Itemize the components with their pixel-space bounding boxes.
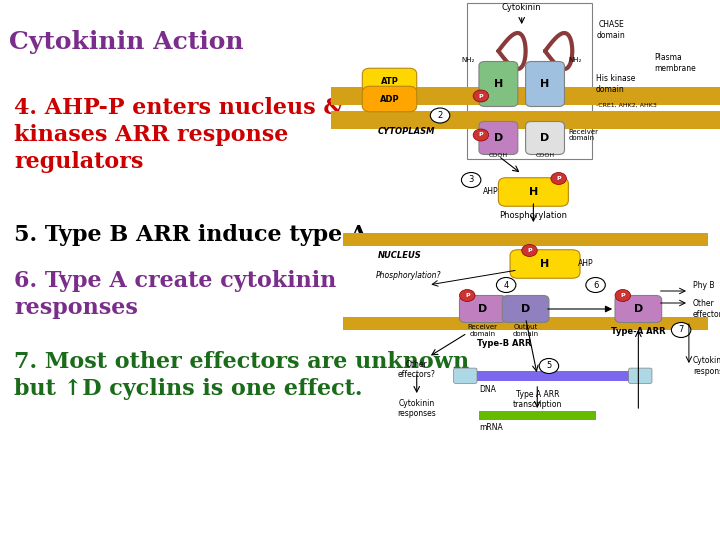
Bar xyxy=(343,316,708,330)
Text: 5: 5 xyxy=(546,361,552,370)
Text: Phosphorylation: Phosphorylation xyxy=(500,212,567,220)
Circle shape xyxy=(462,172,481,187)
Text: 7. Most other effectors are unknown
but ↑D cyclins is one effect.: 7. Most other effectors are unknown but … xyxy=(14,351,469,400)
Text: ADP: ADP xyxy=(379,94,400,104)
Text: Type-A ARR: Type-A ARR xyxy=(611,327,666,336)
Bar xyxy=(467,370,642,381)
Text: Other
effectors?: Other effectors? xyxy=(693,299,720,319)
Text: D: D xyxy=(478,304,487,314)
FancyBboxPatch shape xyxy=(498,178,568,206)
Circle shape xyxy=(473,129,489,141)
Circle shape xyxy=(473,90,489,102)
Text: 6. Type A create cytokinin
responses: 6. Type A create cytokinin responses xyxy=(14,270,337,319)
Text: H: H xyxy=(541,259,549,269)
Text: AHP: AHP xyxy=(482,187,498,197)
Text: D: D xyxy=(634,304,643,314)
Text: Cytokinin
responses: Cytokinin responses xyxy=(693,356,720,376)
Text: P: P xyxy=(479,132,483,138)
Text: D: D xyxy=(521,304,530,314)
FancyBboxPatch shape xyxy=(362,68,417,94)
Text: D: D xyxy=(494,133,503,143)
Text: 2: 2 xyxy=(438,111,443,120)
Text: 4. AHP-P enters nucleus &
kinases ARR response
regulators: 4. AHP-P enters nucleus & kinases ARR re… xyxy=(14,97,344,173)
Text: Cytokinin: Cytokinin xyxy=(502,3,541,12)
Circle shape xyxy=(431,108,450,123)
FancyBboxPatch shape xyxy=(503,295,549,322)
Text: CHASE
domain: CHASE domain xyxy=(597,21,626,40)
Text: Plasma
membrane: Plasma membrane xyxy=(654,53,696,73)
Text: H: H xyxy=(541,79,549,89)
Text: P: P xyxy=(527,248,532,253)
Text: His kinase
domain: His kinase domain xyxy=(595,75,635,94)
FancyBboxPatch shape xyxy=(526,122,564,154)
Text: Receiver
domain: Receiver domain xyxy=(568,129,598,141)
Text: NUCLEUS: NUCLEUS xyxy=(378,251,422,260)
Text: Type-B ARR: Type-B ARR xyxy=(477,339,531,348)
FancyBboxPatch shape xyxy=(454,368,477,383)
Text: Type A ARR
transcription: Type A ARR transcription xyxy=(513,390,562,409)
Text: H: H xyxy=(528,187,538,197)
Bar xyxy=(331,87,720,105)
Text: Output
domain: Output domain xyxy=(513,324,539,337)
Text: P: P xyxy=(479,93,483,98)
FancyBboxPatch shape xyxy=(615,295,662,322)
Text: DNA: DNA xyxy=(479,386,496,395)
Text: Other
effectors?: Other effectors? xyxy=(397,360,436,380)
Text: Cytokinin
responses: Cytokinin responses xyxy=(397,399,436,418)
Text: 6: 6 xyxy=(593,280,598,289)
Text: P: P xyxy=(465,293,469,298)
Text: 3: 3 xyxy=(469,176,474,185)
FancyBboxPatch shape xyxy=(510,250,580,278)
Text: COOH: COOH xyxy=(536,153,554,158)
Circle shape xyxy=(671,322,691,338)
Bar xyxy=(331,111,720,129)
Circle shape xyxy=(551,172,567,185)
Text: Receiver
domain: Receiver domain xyxy=(468,324,498,337)
Text: mRNA: mRNA xyxy=(479,423,503,432)
Text: CYTOPLASM: CYTOPLASM xyxy=(378,127,436,137)
Text: Phy B: Phy B xyxy=(693,280,714,289)
Text: Phosphorylation?: Phosphorylation? xyxy=(377,272,441,280)
Circle shape xyxy=(539,359,559,374)
Text: AHP: AHP xyxy=(578,260,594,268)
FancyBboxPatch shape xyxy=(479,122,518,154)
Text: D: D xyxy=(541,133,549,143)
Text: P: P xyxy=(621,293,625,298)
Bar xyxy=(479,411,595,420)
Circle shape xyxy=(615,289,631,301)
Text: NH₂: NH₂ xyxy=(462,57,475,63)
FancyBboxPatch shape xyxy=(362,86,417,112)
Text: NH₂: NH₂ xyxy=(568,57,582,63)
Text: H: H xyxy=(494,79,503,89)
Text: 7: 7 xyxy=(678,326,684,334)
Circle shape xyxy=(459,289,475,301)
FancyBboxPatch shape xyxy=(526,62,564,106)
FancyBboxPatch shape xyxy=(479,62,518,106)
FancyBboxPatch shape xyxy=(459,295,506,322)
FancyBboxPatch shape xyxy=(629,368,652,383)
Text: ATP: ATP xyxy=(381,77,398,85)
Circle shape xyxy=(586,278,606,293)
Circle shape xyxy=(496,278,516,293)
Text: 5. Type B ARR induce type A: 5. Type B ARR induce type A xyxy=(14,224,368,246)
Text: -CRE1, AHK2, AHK3: -CRE1, AHK2, AHK3 xyxy=(595,103,657,107)
Text: COOH: COOH xyxy=(489,153,508,158)
Circle shape xyxy=(522,245,537,256)
Bar xyxy=(343,233,708,246)
Text: Cytokinin Action: Cytokinin Action xyxy=(9,30,243,53)
Text: P: P xyxy=(557,176,561,181)
Text: 4: 4 xyxy=(503,280,509,289)
